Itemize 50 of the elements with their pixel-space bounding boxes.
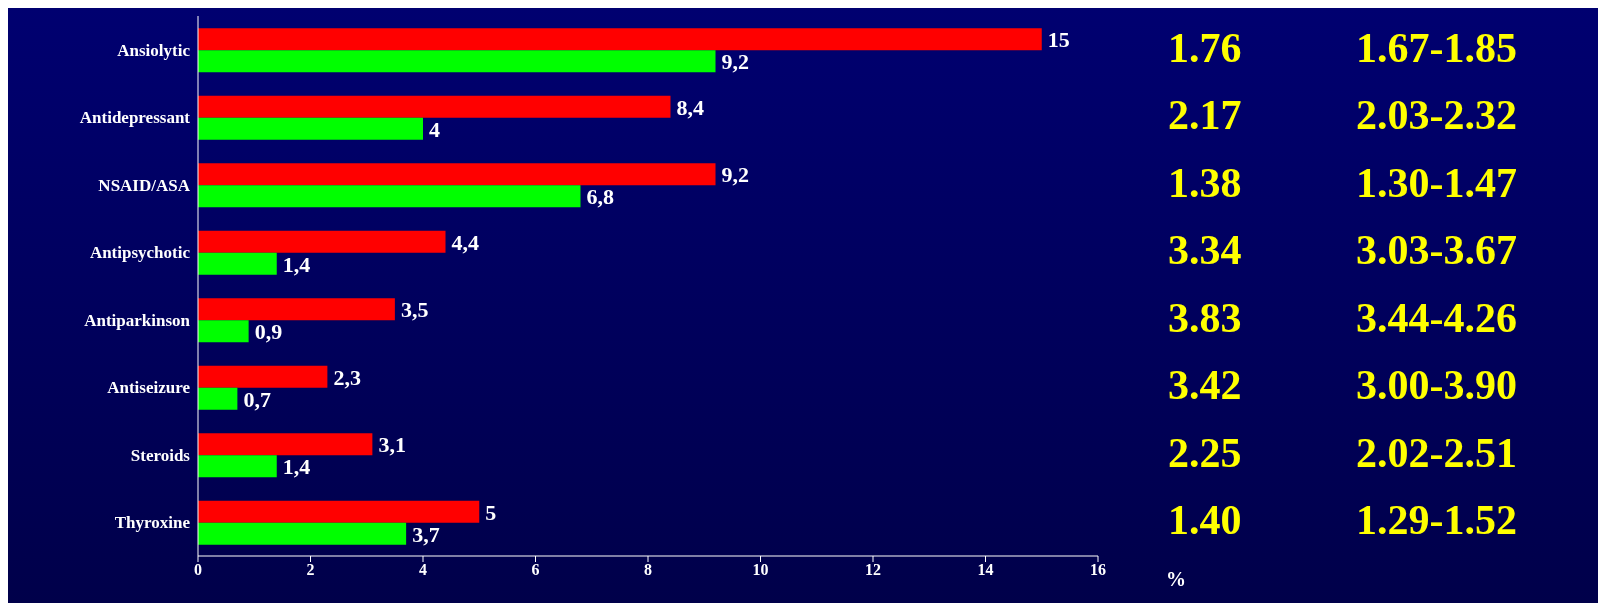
x-axis-title: %	[1166, 568, 1186, 591]
text: 1.76	[1168, 23, 1242, 72]
data-label: 3,5	[400, 297, 429, 323]
data-label: 4,4	[451, 229, 479, 255]
text: 2.03-2.32	[1356, 91, 1517, 140]
text: 1.30-1.47	[1356, 158, 1517, 207]
data-label: 9,2	[721, 49, 749, 75]
data-label: 0,7	[243, 386, 271, 412]
text: 3.44-4.26	[1356, 293, 1517, 342]
y-tick-label: Ansiolytic	[117, 40, 191, 60]
x-tick-label: 14	[977, 561, 994, 579]
y-tick-label: Steroids	[130, 445, 191, 465]
text: 2.25	[1168, 428, 1242, 477]
data-label: 15	[1047, 27, 1070, 53]
text: 1.29-1.52	[1356, 496, 1517, 545]
text: 3.03-3.67	[1356, 226, 1517, 275]
data-label: 1,4	[282, 251, 311, 277]
data-label: 4	[429, 116, 440, 142]
text: 1.40	[1168, 496, 1242, 545]
data-label: 3,7	[412, 521, 440, 547]
data-label: 2,3	[333, 364, 361, 390]
text: 3.34	[1168, 226, 1242, 275]
x-tick-label: 12	[865, 561, 881, 579]
text: 1.67-1.85	[1356, 23, 1517, 72]
text: 3.00-3.90	[1356, 361, 1517, 410]
y-tick-label: Antipsychotic	[89, 243, 191, 263]
text: 3.83	[1168, 293, 1242, 342]
y-tick-label: Antidepressant	[79, 108, 191, 128]
text: 1.38	[1168, 158, 1242, 207]
data-label: 6,8	[586, 184, 614, 210]
data-label: 0,9	[254, 319, 283, 345]
y-tick-label: Thyroxine	[114, 513, 191, 533]
y-tick-label: NSAID/ASA	[98, 175, 191, 195]
x-tick-label: 8	[644, 561, 652, 579]
x-tick-label: 16	[1090, 561, 1106, 579]
x-tick-label: 6	[531, 561, 540, 579]
x-tick-label: 0	[194, 561, 202, 579]
data-label: 9,2	[721, 162, 749, 188]
x-tick-label: 4	[419, 561, 427, 579]
data-label: 8,4	[676, 94, 704, 120]
data-label: 3,1	[378, 432, 406, 458]
x-tick-label: 2	[306, 561, 315, 579]
x-tick-label: 10	[752, 561, 769, 579]
y-tick-label: Antiseizure	[107, 378, 191, 398]
data-label: 5	[485, 499, 497, 525]
text: 2.17	[1168, 91, 1242, 140]
text: 3.42	[1168, 361, 1242, 410]
text: 2.02-2.51	[1356, 428, 1517, 477]
data-label: 1,4	[282, 454, 311, 480]
y-tick-label: Antiparkinson	[84, 310, 191, 330]
